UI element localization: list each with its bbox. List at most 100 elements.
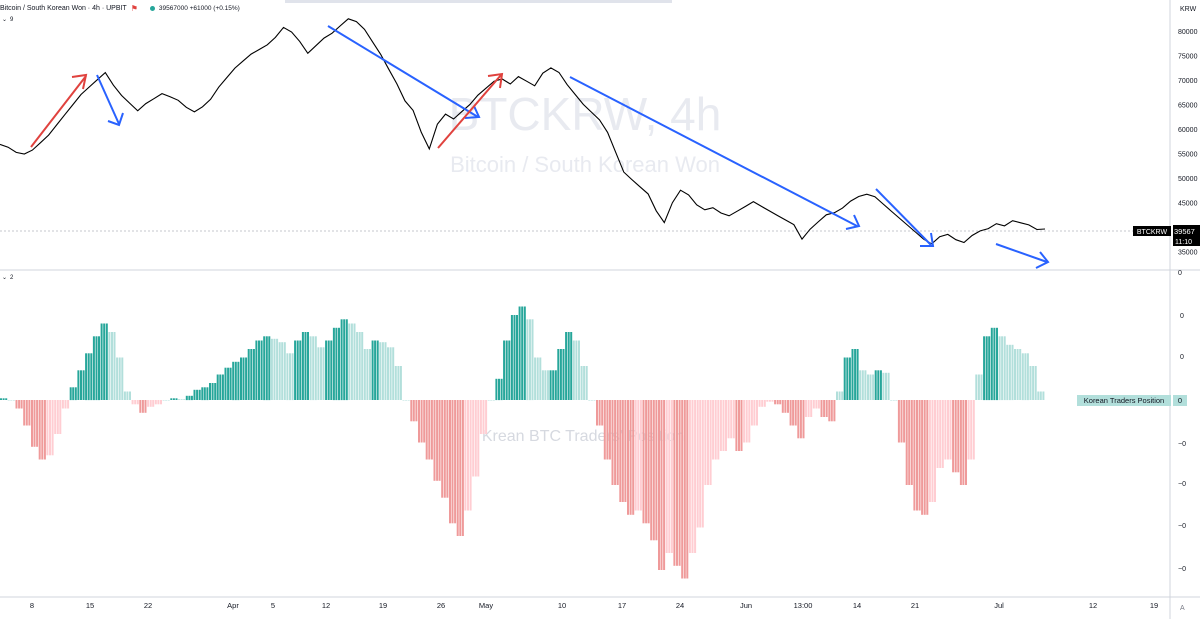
- time-tick: 19: [1150, 601, 1158, 610]
- histogram-bar: [972, 400, 975, 460]
- histogram-bar: [325, 340, 328, 400]
- histogram-bar: [136, 400, 139, 405]
- histogram-bar: [608, 400, 611, 460]
- histogram-bar: [265, 336, 268, 401]
- histogram-bar: [789, 400, 792, 426]
- histogram-bar: [495, 378, 498, 401]
- histogram-bar: [802, 400, 805, 439]
- histogram-bar: [327, 340, 330, 400]
- histogram-bar: [665, 400, 668, 553]
- histogram-bar: [583, 366, 586, 400]
- histogram-bar: [111, 332, 113, 400]
- histogram-bar: [361, 332, 364, 400]
- histogram-bar: [928, 400, 931, 502]
- histogram-bar: [890, 400, 893, 401]
- trend-arrow-down[interactable]: [569, 76, 861, 230]
- histogram-bar: [46, 400, 49, 456]
- histogram-bar: [423, 400, 426, 443]
- histogram-bar: [301, 332, 304, 400]
- histogram-bar: [985, 336, 988, 401]
- histogram-bar: [64, 400, 67, 409]
- time-tick: 12: [1089, 601, 1097, 610]
- histogram-bar: [812, 400, 815, 409]
- indicator-tick: −0: [1178, 566, 1186, 573]
- histogram-bar: [516, 315, 518, 400]
- trend-arrow-up[interactable]: [30, 73, 88, 148]
- histogram-bar: [879, 370, 882, 400]
- histogram-bar: [988, 336, 991, 401]
- histogram-bar: [848, 357, 851, 400]
- flag-icon[interactable]: ⚑: [130, 3, 138, 13]
- histogram-bar: [1011, 344, 1014, 401]
- histogram-bar: [291, 353, 294, 401]
- histogram-series: [0, 306, 1045, 579]
- price-tick: 50000: [1178, 176, 1198, 183]
- histogram-bar: [601, 400, 604, 426]
- histogram-bar: [797, 400, 800, 439]
- histogram-bar: [492, 400, 495, 401]
- histogram-bar: [270, 338, 273, 400]
- histogram-bar: [518, 306, 521, 400]
- histogram-bar: [836, 391, 838, 400]
- histogram-bar: [505, 340, 508, 400]
- time-axis[interactable]: 8 15 22 Apr 5 12 19 26 May 10 17 24 Jun 13:00 14 21 Jul 1…: [30, 601, 1158, 610]
- time-tick: 19: [379, 601, 387, 610]
- histogram-bar: [534, 357, 537, 400]
- trend-arrow-up[interactable]: [437, 72, 504, 149]
- histogram-bar: [353, 323, 356, 400]
- histogram-bar: [673, 400, 676, 566]
- histogram-bar: [903, 400, 906, 443]
- histogram-bar: [616, 400, 619, 485]
- time-tick: 12: [322, 601, 330, 610]
- trend-arrow-down[interactable]: [995, 243, 1050, 269]
- histogram-bar: [20, 400, 23, 409]
- histogram-bar: [952, 400, 955, 473]
- pane-collapse-toggle[interactable]: ⌄ 9: [2, 16, 13, 24]
- histogram-bar: [683, 400, 686, 579]
- indicator-axis[interactable]: 0 0 0 −0 −0 −0 −0: [1178, 270, 1186, 573]
- histogram-bar: [412, 400, 415, 422]
- histogram-bar: [402, 400, 405, 401]
- trend-annotations[interactable]: [30, 25, 1050, 269]
- histogram-bar: [959, 400, 962, 485]
- histogram-bar: [314, 336, 317, 401]
- histogram-bar: [619, 400, 622, 502]
- histogram-bar: [147, 400, 150, 407]
- histogram-bar: [598, 400, 601, 426]
- trend-arrow-down[interactable]: [327, 25, 481, 119]
- histogram-bar: [585, 366, 588, 400]
- histogram-bar: [487, 400, 490, 401]
- histogram-bar: [113, 332, 116, 400]
- histogram-bar: [639, 400, 642, 511]
- indicator-badge: Korean Traders Position 0: [1077, 395, 1187, 406]
- trend-arrow-down[interactable]: [96, 74, 124, 127]
- auto-scale-button[interactable]: A: [1180, 605, 1185, 612]
- histogram-bar: [913, 400, 916, 511]
- trend-arrow-down[interactable]: [875, 188, 935, 247]
- histogram-bar: [634, 400, 637, 511]
- time-tick: May: [479, 601, 493, 610]
- histogram-bar: [738, 400, 740, 451]
- histogram-bar: [549, 370, 552, 400]
- histogram-bar: [141, 400, 144, 413]
- histogram-bar: [399, 366, 402, 400]
- histogram-bar: [41, 400, 44, 460]
- histogram-bar: [206, 387, 209, 401]
- histogram-bar: [885, 372, 887, 400]
- histogram-bar: [642, 400, 645, 524]
- histogram-bar: [990, 327, 993, 401]
- indicator-pane-toggle[interactable]: ⌄ 2: [2, 274, 13, 282]
- time-tick: 5: [271, 601, 275, 610]
- chevron-down-icon: ⌄: [2, 275, 8, 281]
- histogram-bar: [967, 400, 970, 460]
- price-tick: 45000: [1178, 201, 1198, 208]
- histogram-bar: [394, 366, 397, 400]
- time-tick: Jun: [740, 601, 752, 610]
- histogram-bar: [830, 400, 833, 422]
- histogram-bar: [418, 400, 420, 443]
- histogram-bar: [227, 367, 230, 400]
- time-tick: 24: [676, 601, 684, 610]
- histogram-bar: [655, 400, 658, 541]
- histogram-bar: [874, 370, 877, 400]
